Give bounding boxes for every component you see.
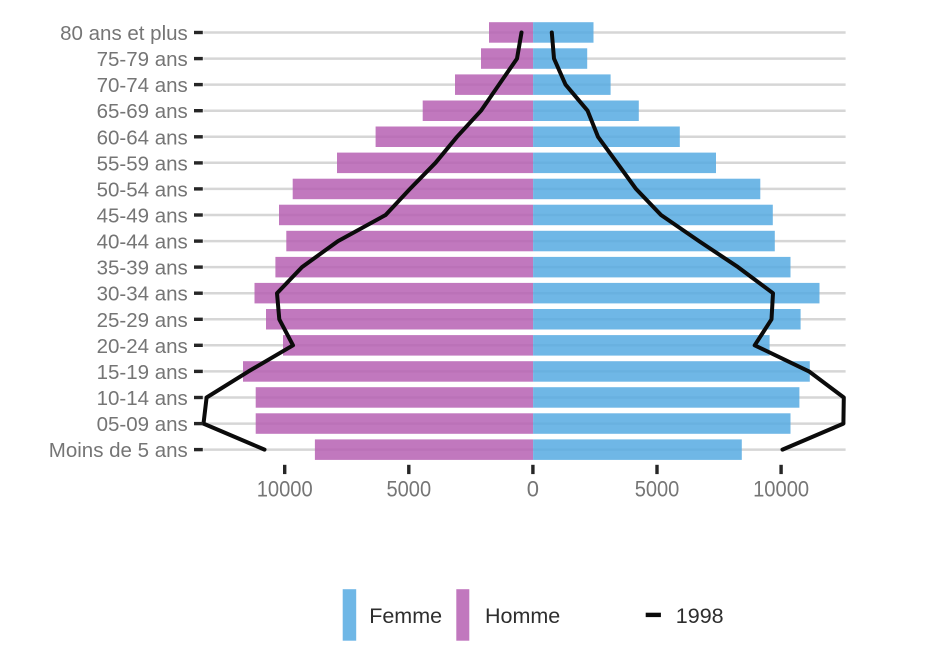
svg-text:0: 0 <box>527 476 539 501</box>
svg-text:Homme: Homme <box>485 604 560 628</box>
svg-text:65-69 ans: 65-69 ans <box>97 100 188 123</box>
svg-text:1998: 1998 <box>676 604 724 628</box>
svg-text:10000: 10000 <box>753 476 809 501</box>
svg-text:Femme: Femme <box>369 604 442 628</box>
svg-text:40-44 ans: 40-44 ans <box>97 231 188 254</box>
svg-text:70-74 ans: 70-74 ans <box>97 74 188 97</box>
svg-text:05-09 ans: 05-09 ans <box>97 413 188 436</box>
svg-text:Moins de 5 ans: Moins de 5 ans <box>49 439 188 462</box>
svg-text:60-64 ans: 60-64 ans <box>97 126 188 149</box>
svg-text:45-49 ans: 45-49 ans <box>97 205 188 228</box>
svg-text:50-54 ans: 50-54 ans <box>97 178 188 201</box>
svg-text:5000: 5000 <box>387 476 432 501</box>
svg-text:30-34 ans: 30-34 ans <box>97 283 188 306</box>
svg-text:55-59 ans: 55-59 ans <box>97 152 188 175</box>
svg-text:20-24 ans: 20-24 ans <box>97 335 188 358</box>
svg-text:5000: 5000 <box>635 476 680 501</box>
svg-text:10-14 ans: 10-14 ans <box>97 387 188 410</box>
svg-text:35-39 ans: 35-39 ans <box>97 257 188 280</box>
svg-text:80 ans et plus: 80 ans et plus <box>60 22 188 45</box>
svg-text:10000: 10000 <box>257 476 313 501</box>
svg-text:75-79 ans: 75-79 ans <box>97 48 188 71</box>
svg-text:25-29 ans: 25-29 ans <box>97 309 188 332</box>
svg-text:15-19 ans: 15-19 ans <box>97 361 188 384</box>
